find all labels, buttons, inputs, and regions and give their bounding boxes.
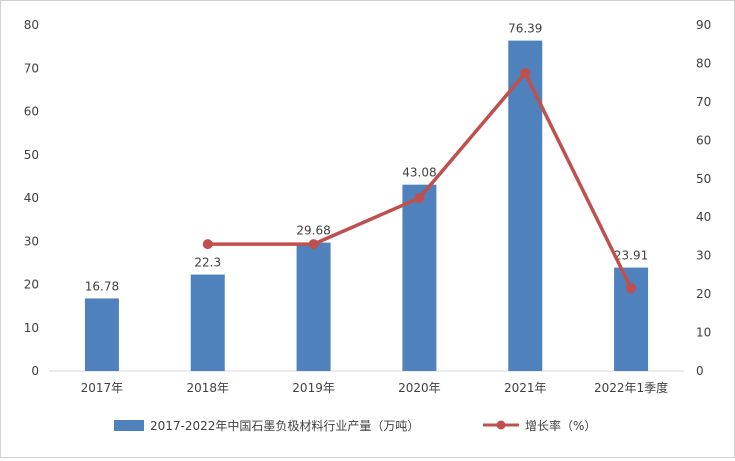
bar-data-label: 22.3 (194, 256, 221, 270)
left-axis-ticks: 0 10 20 30 40 50 60 70 80 (24, 18, 39, 378)
legend: 2017-2022年中国石墨负极材料行业产量（万吨） 增长率（%） (114, 418, 596, 433)
right-tick-label: 60 (696, 133, 711, 147)
bar (614, 267, 649, 371)
category-label: 2017年 (81, 381, 124, 395)
bar (402, 184, 437, 371)
bar-data-labels: 16.78 22.3 29.68 43.08 76.39 23.91 (85, 22, 649, 294)
left-tick-label: 10 (24, 321, 39, 335)
line-series (202, 68, 637, 294)
right-tick-label: 90 (696, 18, 711, 32)
growth-rate-point (202, 239, 213, 250)
right-tick-label: 10 (696, 326, 711, 340)
bar (84, 298, 119, 371)
category-label: 2019年 (292, 381, 335, 395)
right-tick-label: 50 (696, 172, 711, 186)
category-label: 2020年 (398, 381, 441, 395)
left-tick-label: 40 (24, 191, 39, 205)
growth-rate-point (414, 193, 425, 203)
bar-data-label: 76.39 (508, 22, 542, 36)
right-axis-ticks: 0 10 20 30 40 50 60 70 80 90 (696, 18, 711, 378)
right-tick-label: 30 (696, 249, 711, 263)
category-label: 2018年 (186, 381, 229, 395)
left-tick-label: 60 (24, 105, 39, 119)
legend-bar-label: 2017-2022年中国石墨负极材料行业产量（万吨） (150, 418, 419, 433)
left-tick-label: 80 (24, 18, 39, 32)
growth-rate-point (520, 68, 531, 79)
bar-data-label: 43.08 (402, 166, 436, 180)
bar-data-label: 23.91 (614, 249, 648, 263)
bar (508, 40, 543, 371)
bar-data-label: 16.78 (85, 279, 119, 293)
category-labels: 2017年 2018年 2019年 2020年 2021年 2022年1季度 (81, 380, 669, 395)
bar (296, 242, 331, 371)
right-tick-label: 0 (696, 364, 704, 378)
right-tick-label: 20 (696, 287, 711, 301)
left-tick-label: 0 (31, 364, 39, 378)
left-tick-label: 30 (24, 234, 39, 248)
left-tick-label: 50 (24, 148, 39, 162)
bar (190, 274, 225, 371)
category-label: 2022年1季度 (594, 380, 668, 395)
growth-rate-point (308, 239, 319, 250)
legend-line-marker (496, 420, 506, 430)
legend-line-label: 增长率（%） (525, 418, 596, 433)
bar-series (84, 40, 649, 371)
left-tick-label: 20 (24, 278, 39, 292)
right-tick-label: 40 (696, 210, 711, 224)
right-tick-label: 80 (696, 56, 711, 70)
bar-data-label: 29.68 (296, 224, 330, 238)
category-label: 2021年 (504, 381, 547, 395)
right-tick-label: 70 (696, 95, 711, 109)
left-tick-label: 70 (24, 61, 39, 75)
legend-bar-swatch (114, 420, 144, 431)
growth-rate-point (626, 283, 637, 294)
